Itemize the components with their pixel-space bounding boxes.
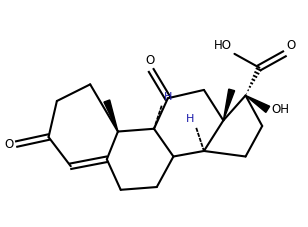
Text: O: O: [287, 39, 296, 52]
Text: O: O: [145, 54, 155, 67]
Text: H: H: [186, 114, 194, 124]
Polygon shape: [104, 100, 118, 131]
Polygon shape: [245, 96, 270, 112]
Text: H: H: [164, 91, 172, 101]
Text: OH: OH: [271, 103, 289, 116]
Polygon shape: [223, 89, 235, 121]
Text: O: O: [4, 138, 13, 151]
Text: HO: HO: [214, 39, 232, 52]
